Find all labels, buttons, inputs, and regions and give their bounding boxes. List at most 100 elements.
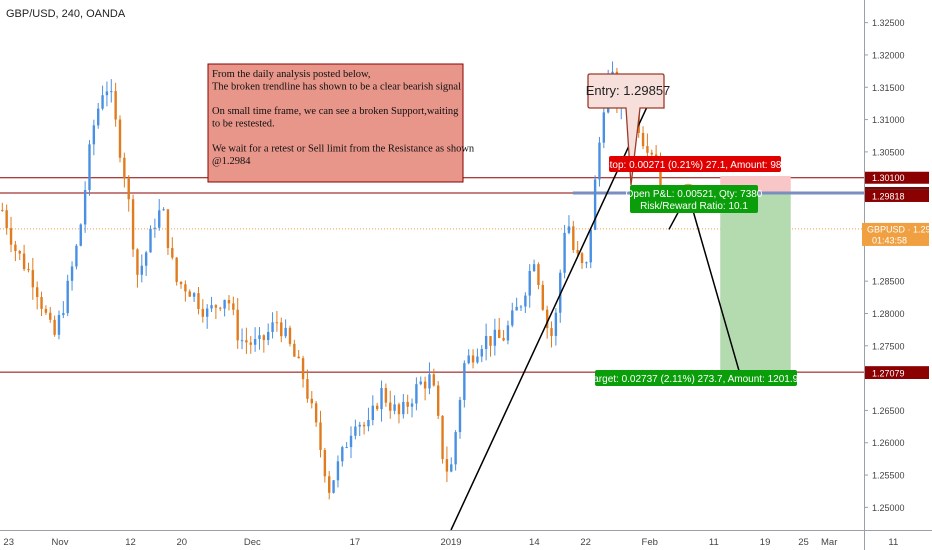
candle-body	[205, 308, 209, 317]
candle-body	[240, 340, 244, 342]
candle-body	[175, 257, 178, 282]
position-labels: Entry: 1.29857 Stop: 0.00271 (0.21%) 27.1…	[586, 73, 804, 386]
candle-body	[22, 253, 26, 270]
price-tick-label: 1.30500	[872, 147, 905, 157]
candle-body	[545, 309, 549, 329]
annotation-line: The broken trendline has shown to be a c…	[212, 81, 461, 92]
candle-body	[162, 209, 165, 211]
candle-body	[332, 480, 335, 493]
candle-body	[5, 210, 8, 229]
candle-body	[306, 379, 309, 399]
candle-body	[406, 401, 409, 407]
candle-body	[9, 228, 13, 245]
candle-body	[467, 355, 470, 364]
annotation-line: On small time frame, we can see a broken…	[212, 106, 459, 117]
candle-body	[301, 358, 305, 380]
time-tick-label: 17	[350, 537, 361, 548]
candle-body	[598, 142, 601, 180]
price-tick-label: 1.32500	[872, 18, 905, 28]
candle-body	[101, 95, 104, 109]
time-tick-label: 22	[580, 537, 591, 548]
candle-body	[441, 415, 444, 460]
candle-body	[262, 335, 266, 341]
entry-callout-bubble	[587, 73, 665, 186]
candle-body	[519, 306, 523, 308]
candle-body	[489, 336, 492, 346]
candle-body	[436, 385, 440, 416]
candle-body	[554, 312, 558, 336]
annotation-box[interactable]: From the daily analysis posted below,The…	[207, 63, 475, 183]
target-zone[interactable]	[720, 193, 791, 371]
candle-body	[515, 306, 518, 311]
pnl-label-bg	[630, 185, 758, 213]
candle-body	[1, 210, 4, 212]
candle-body	[49, 312, 52, 320]
candle-body	[541, 284, 545, 310]
candle-body	[197, 293, 200, 309]
candle-body	[75, 245, 78, 267]
candle-body	[105, 91, 109, 96]
candle-body	[576, 249, 579, 254]
candle-body	[219, 307, 222, 309]
candle-body	[345, 447, 348, 449]
candle-body	[57, 315, 61, 335]
time-tick-label: Nov	[52, 537, 69, 548]
candle-body	[288, 327, 292, 344]
price-badge-label: 1.27079	[872, 369, 905, 379]
current-price-badge	[862, 222, 929, 246]
candle-body	[458, 399, 462, 433]
candle-body	[35, 287, 39, 298]
candle-body	[210, 305, 213, 309]
entry-label: Entry: 1.29857	[586, 83, 671, 98]
candle-body	[410, 403, 414, 407]
candle-body	[31, 270, 35, 288]
candle-body	[249, 342, 252, 345]
price-tick-label: 1.25500	[872, 471, 905, 481]
candle-body	[166, 209, 170, 249]
candle-body	[284, 327, 287, 337]
price-tick-label: 1.28000	[872, 309, 905, 319]
price-badge	[865, 367, 929, 380]
candle-body	[371, 405, 375, 420]
candle-body	[354, 426, 357, 436]
price-badge	[865, 189, 929, 202]
candle-body	[537, 264, 540, 285]
candle-body	[585, 262, 588, 264]
price-badge-label: 1.29818	[872, 191, 905, 201]
stop-label: Stop: 0.00271 (0.21%) 27.1, Amount: 980	[603, 156, 787, 172]
candle-body	[236, 309, 239, 341]
price-axis	[864, 0, 932, 550]
candle-body	[362, 424, 366, 427]
candle-body	[650, 152, 653, 155]
time-tick-label: Feb	[642, 537, 658, 548]
candle-body	[454, 432, 457, 465]
candle-body	[245, 340, 248, 343]
candle-body	[114, 91, 117, 120]
candle-body	[271, 322, 274, 332]
pnl-label-text: Open P&L: 0.00521, Qty: 7380	[626, 189, 763, 200]
time-tick-label: Dec	[244, 537, 261, 548]
candle-body	[602, 112, 606, 143]
candle-body	[18, 251, 21, 254]
candle-body	[153, 227, 157, 229]
candle-body	[493, 329, 497, 346]
candle-body	[397, 404, 401, 415]
candle-body	[480, 349, 483, 357]
candle-body	[127, 178, 130, 200]
candle-body	[27, 269, 30, 271]
candle-body	[389, 402, 392, 411]
candle-body	[393, 404, 396, 411]
price-tick-label: 1.31000	[872, 115, 905, 125]
candle-body	[336, 461, 340, 481]
candle-body	[227, 299, 231, 304]
candle-body	[40, 297, 43, 309]
target-label: Target: 0.02737 (2.11%) 273.7, Amount: 1…	[588, 370, 804, 386]
candle-body	[232, 303, 235, 310]
candle-body	[140, 265, 143, 275]
countdown-label: 01:43:58	[872, 235, 907, 245]
candle-body	[201, 308, 205, 317]
price-tick-label: 1.26500	[872, 406, 905, 416]
candle-body	[144, 252, 148, 266]
